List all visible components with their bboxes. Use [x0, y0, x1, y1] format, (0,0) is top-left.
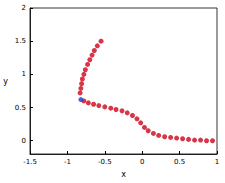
- svg-text:2: 2: [22, 4, 26, 12]
- svg-text:0.5: 0.5: [15, 104, 26, 112]
- svg-text:1.5: 1.5: [15, 37, 26, 45]
- svg-text:1: 1: [215, 158, 219, 166]
- svg-text:x: x: [121, 170, 126, 179]
- svg-text:-1: -1: [64, 158, 71, 166]
- svg-text:y: y: [3, 77, 8, 86]
- svg-text:-1.5: -1.5: [23, 158, 37, 166]
- svg-text:1: 1: [22, 70, 26, 78]
- svg-text:0.5: 0.5: [174, 158, 185, 166]
- svg-text:0: 0: [140, 158, 144, 166]
- svg-text:-0.5: -0.5: [98, 158, 112, 166]
- svg-text:0: 0: [22, 137, 26, 145]
